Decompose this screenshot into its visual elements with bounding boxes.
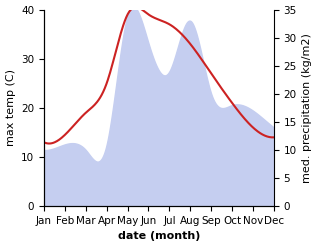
X-axis label: date (month): date (month) — [118, 231, 200, 242]
Y-axis label: max temp (C): max temp (C) — [5, 69, 16, 146]
Y-axis label: med. precipitation (kg/m2): med. precipitation (kg/m2) — [302, 33, 313, 183]
